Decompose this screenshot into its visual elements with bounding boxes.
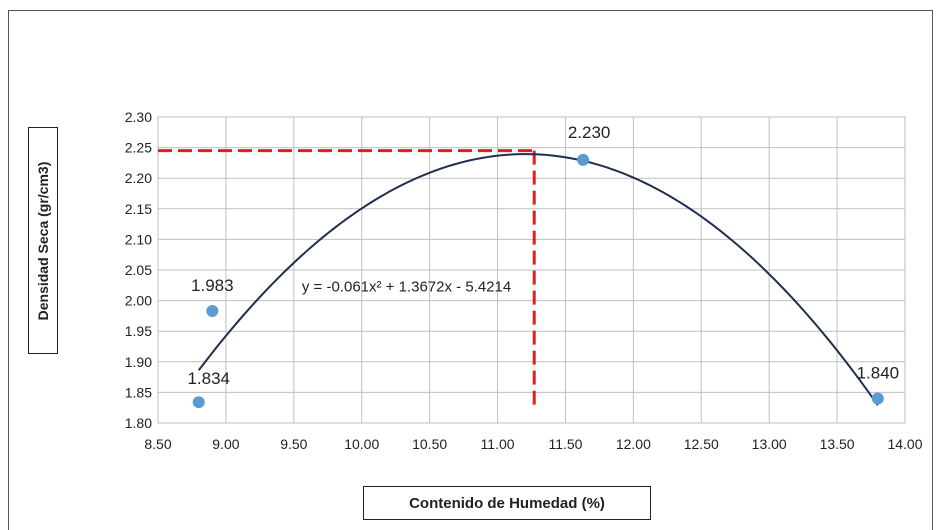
y-tick-label: 2.05	[125, 262, 152, 278]
y-axis-ticks: 1.80 1.85 1.90 1.95 2.00 2.05 2.10 2.15 2.20 2.25…	[125, 109, 152, 431]
x-tick-label: 10.00	[344, 436, 379, 452]
x-tick-label: 13.00	[752, 436, 787, 452]
x-axis-ticks: 8.50 9.00 9.50 10.00 10.50 11.00 11.50 12.00 12.…	[144, 436, 922, 452]
compaction-chart: 1.80 1.85 1.90 1.95 2.00 2.05 2.10 2.15 2.20 2.25…	[125, 109, 923, 452]
grid	[157, 116, 906, 424]
trendline-equation: y = -0.061x² + 1.3672x - 5.4214	[302, 278, 511, 295]
x-tick-label: 8.50	[144, 436, 171, 452]
y-tick-label: 2.30	[125, 109, 152, 125]
x-tick-label: 11.00	[481, 436, 515, 452]
data-label: 1.983	[191, 276, 234, 295]
data-point	[192, 396, 205, 409]
y-tick-label: 1.80	[125, 415, 152, 431]
y-axis-label-box: Densidad Seca (gr/cm3)	[28, 127, 58, 354]
x-tick-label: 12.50	[684, 436, 719, 452]
data-label: 2.230	[568, 123, 611, 142]
x-tick-label: 13.50	[820, 436, 855, 452]
x-tick-label: 9.00	[212, 436, 239, 452]
trendline-curve	[197, 153, 879, 406]
y-tick-label: 2.00	[125, 293, 152, 309]
y-tick-label: 2.15	[125, 201, 152, 217]
x-tick-label: 11.50	[548, 436, 582, 452]
data-point	[871, 392, 884, 405]
y-axis-label: Densidad Seca (gr/cm3)	[35, 161, 51, 320]
data-label: 1.834	[187, 369, 230, 388]
x-tick-label: 12.00	[616, 436, 651, 452]
x-tick-label: 9.50	[280, 436, 307, 452]
data-point	[206, 305, 219, 318]
y-tick-label: 2.25	[125, 140, 152, 156]
optimum-guides	[158, 149, 536, 409]
y-tick-label: 2.10	[125, 231, 152, 247]
x-tick-label: 14.00	[887, 436, 922, 452]
x-tick-label: 10.50	[412, 436, 447, 452]
data-labels: 1.834 1.983 2.230 1.840	[187, 123, 899, 388]
y-tick-label: 1.95	[125, 323, 152, 339]
x-axis-label: Contenido de Humedad (%)	[363, 486, 651, 520]
data-label: 1.840	[857, 364, 900, 383]
y-tick-label: 1.85	[125, 384, 152, 400]
data-point	[577, 153, 590, 166]
y-tick-label: 2.20	[125, 170, 152, 186]
y-tick-label: 1.90	[125, 354, 152, 370]
data-points	[192, 153, 884, 409]
